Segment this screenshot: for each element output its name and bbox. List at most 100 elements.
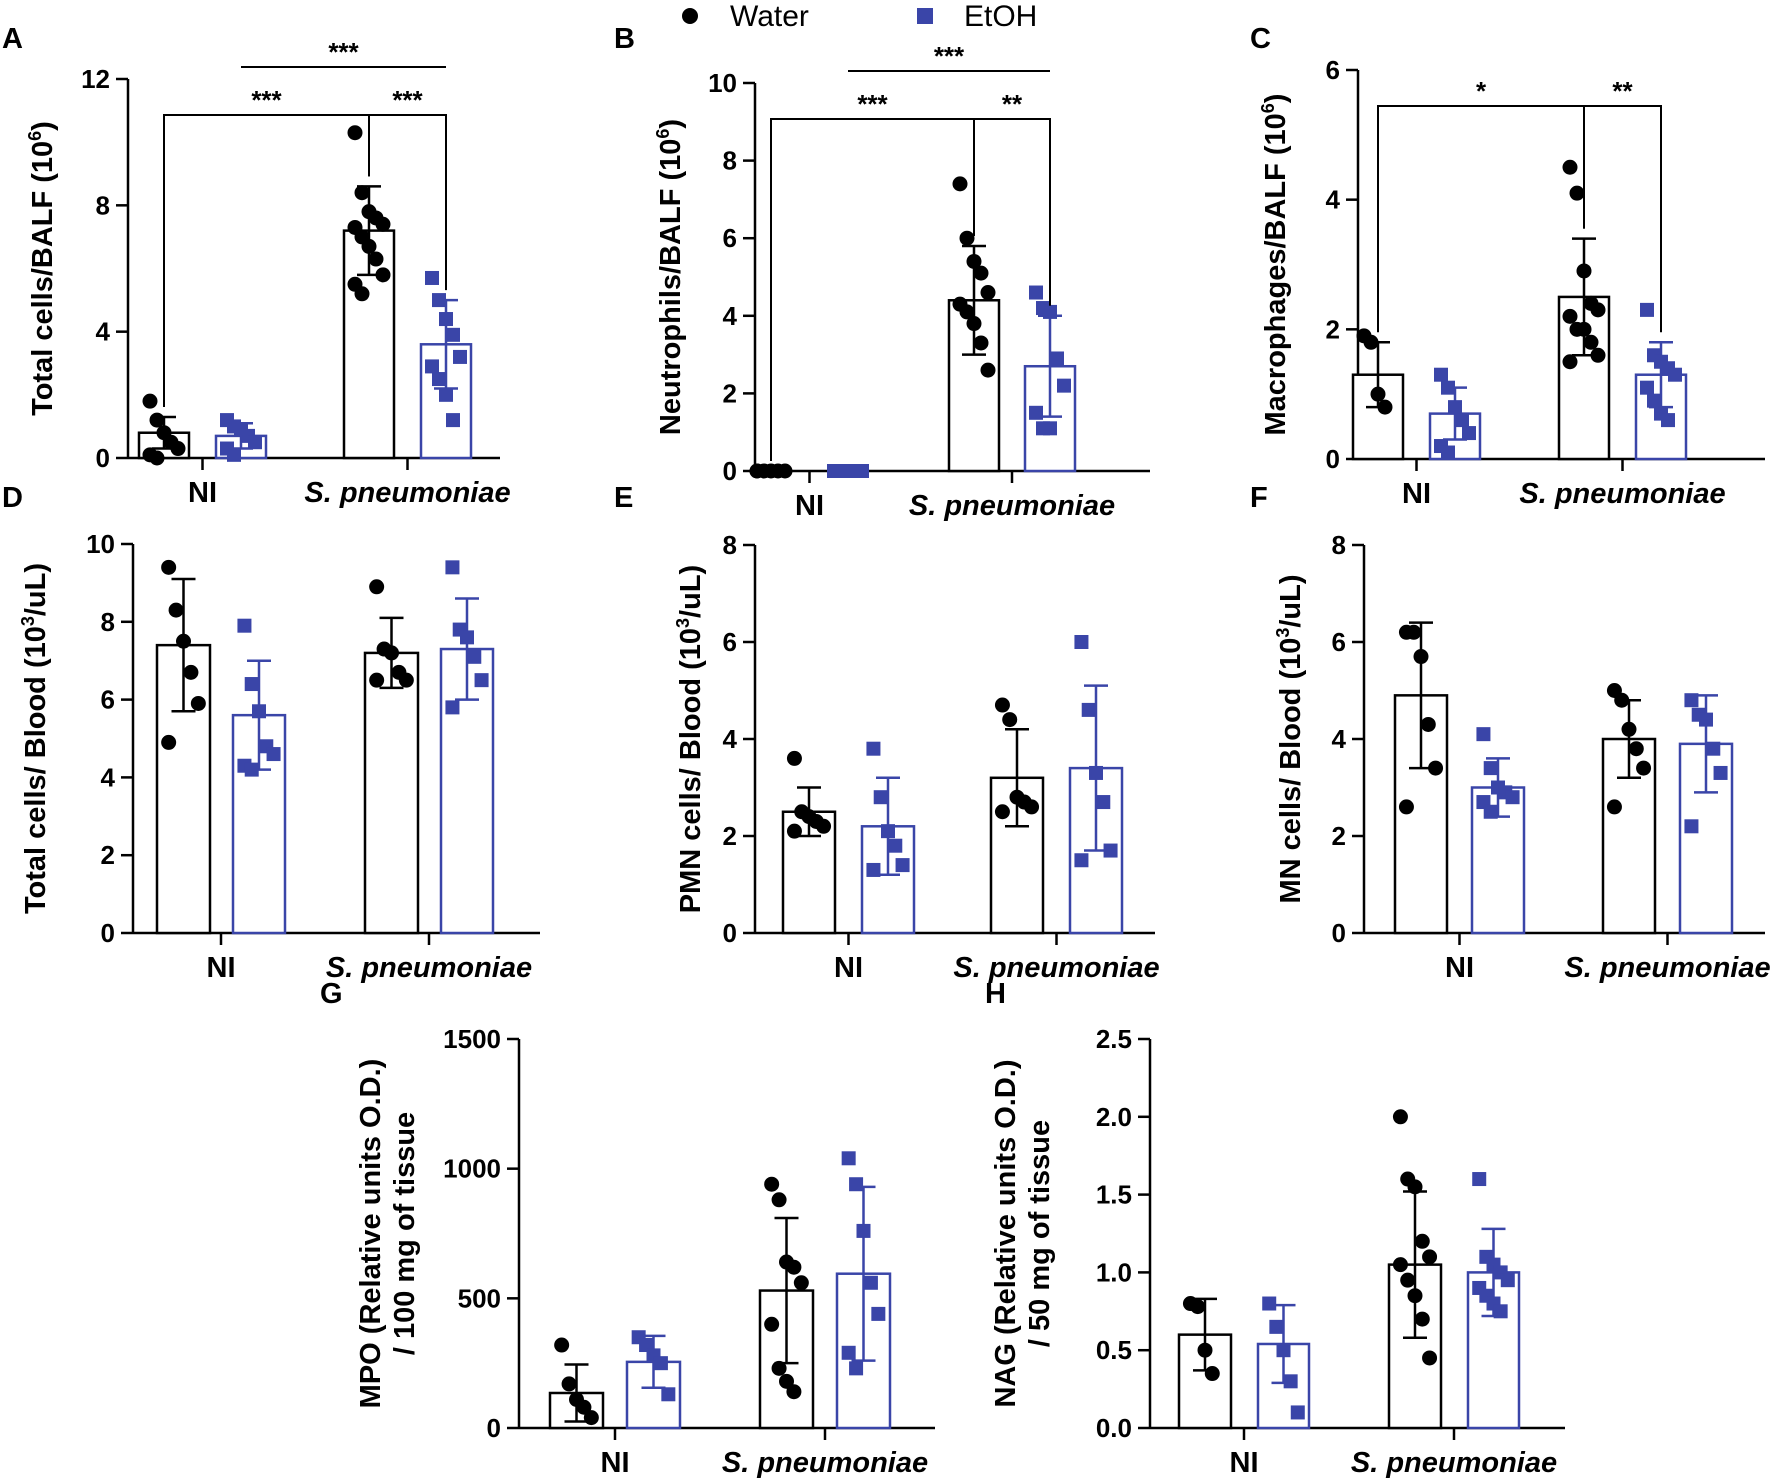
y-axis-label-exponent: 3 [18, 616, 38, 626]
data-point-water [384, 645, 399, 661]
y-tick-label: 0.0 [1096, 1413, 1132, 1443]
data-point-etoh [1661, 413, 1675, 428]
data-point-etoh [827, 464, 841, 478]
data-point-etoh [453, 349, 467, 364]
data-point-water [576, 1399, 592, 1415]
data-point-water [952, 176, 968, 192]
data-point-water [786, 1259, 802, 1275]
data-point-etoh [432, 293, 446, 308]
y-tick-label: 4 [1332, 724, 1347, 754]
y-axis-label-exponent: 6 [25, 131, 45, 141]
data-point-water [369, 579, 385, 595]
y-tick-label: 10 [708, 68, 737, 98]
data-point-etoh [849, 1177, 864, 1192]
panel-letter-e: E [614, 482, 633, 514]
bar-water [363, 651, 420, 935]
data-point-etoh [849, 1361, 864, 1376]
y-tick-label: 6 [1326, 55, 1340, 85]
data-point-water [354, 286, 370, 302]
data-point-water [764, 1176, 780, 1192]
data-point-water [176, 633, 191, 649]
panel-g: G 0 500 1000 1500 NI S. pneumoniae MPO (Relativ… [320, 978, 935, 1479]
legend-marker-etoh [917, 8, 933, 24]
data-point-water [1204, 1366, 1220, 1382]
data-point-etoh [432, 372, 446, 387]
data-point-water [779, 1373, 794, 1389]
y-tick-label: 8 [723, 146, 737, 176]
y-axis-label-2: / 100 mg of tissue [389, 1112, 421, 1355]
data-point-water [1414, 1311, 1430, 1327]
data-point-etoh [445, 700, 460, 715]
data-point-etoh [863, 1275, 878, 1290]
data-point-water [973, 335, 989, 351]
legend-label-etoh: EtOH [964, 0, 1037, 33]
data-point-etoh [446, 413, 460, 428]
y-tick-label: 1500 [443, 1024, 501, 1054]
data-point-etoh [1640, 380, 1654, 395]
data-point-water [361, 238, 377, 254]
data-point-water [1413, 649, 1429, 665]
data-point-etoh [1483, 804, 1498, 819]
data-point-water [966, 316, 982, 332]
data-point-etoh [1043, 304, 1057, 319]
y-tick-label: 8 [101, 607, 115, 637]
data-point-etoh [1290, 1405, 1305, 1420]
x-category-label: NI [1445, 952, 1474, 984]
data-point-water [1370, 386, 1386, 402]
data-point-water [771, 1360, 787, 1376]
y-tick-label: 8 [1332, 530, 1346, 560]
data-point-etoh [895, 858, 910, 873]
y-axis-label-exponent: 3 [673, 618, 693, 628]
data-point-etoh [1500, 1273, 1515, 1288]
data-point-etoh [1455, 413, 1469, 428]
panel-letter-g: G [320, 978, 343, 1010]
x-category-label: NI [1402, 478, 1431, 510]
data-point-etoh [1505, 790, 1520, 805]
data-point-etoh [841, 1345, 856, 1360]
panel-letter-d: D [2, 482, 23, 514]
y-axis-label-line1: NAG (Relative units O.D.) [990, 1059, 1022, 1407]
data-point-water [1392, 1109, 1408, 1125]
data-point-etoh [653, 1356, 668, 1371]
y-tick-label: 0 [723, 456, 737, 486]
data-point-etoh [1441, 380, 1455, 395]
x-category-label: S. pneumoniae [1564, 952, 1770, 984]
x-category-label: NI [795, 490, 824, 522]
panel-letter-h: H [985, 978, 1006, 1010]
data-point-water [980, 285, 996, 301]
data-point-etoh [244, 762, 259, 777]
data-point-water [1398, 799, 1414, 815]
x-category-label: S. pneumoniae [1351, 1447, 1557, 1479]
data-point-water [816, 818, 832, 834]
data-point-water [1428, 760, 1444, 776]
data-point-etoh [856, 1223, 871, 1238]
data-point-water [183, 664, 199, 680]
data-point-etoh [1050, 351, 1064, 366]
data-point-water [1422, 1350, 1438, 1366]
data-point-etoh [1476, 727, 1491, 742]
data-point-etoh [1096, 795, 1111, 810]
data-point-water [771, 1192, 787, 1208]
y-axis-label-tail: /uL) [20, 563, 52, 616]
data-point-etoh [439, 387, 453, 402]
data-point-etoh [1713, 765, 1728, 780]
data-point-water [168, 602, 184, 618]
data-point-water [777, 463, 793, 479]
data-point-etoh [467, 649, 482, 664]
data-point-etoh [1057, 378, 1071, 393]
significance-label: *** [251, 85, 282, 115]
y-axis-label-main: Neutrophils/BALF (10 [655, 139, 687, 435]
data-point-water [1407, 1179, 1423, 1195]
y-axis-label-main: Macrophages/BALF (10 [1260, 113, 1292, 435]
data-point-water [561, 1376, 577, 1392]
y-tick-label: 2.0 [1096, 1102, 1132, 1132]
data-point-water [793, 1275, 809, 1291]
data-point-etoh [888, 838, 903, 853]
y-tick-label: 0 [96, 443, 110, 473]
y-tick-label: 2.5 [1096, 1024, 1132, 1054]
panel-d: D 0 2 4 6 8 10 NI S. pneumoniae Total cells/ Bloo… [2, 482, 540, 984]
y-axis-label-exponent: 6 [1258, 103, 1278, 113]
data-point-water [142, 393, 158, 409]
x-category-label: S. pneumoniae [909, 490, 1115, 522]
